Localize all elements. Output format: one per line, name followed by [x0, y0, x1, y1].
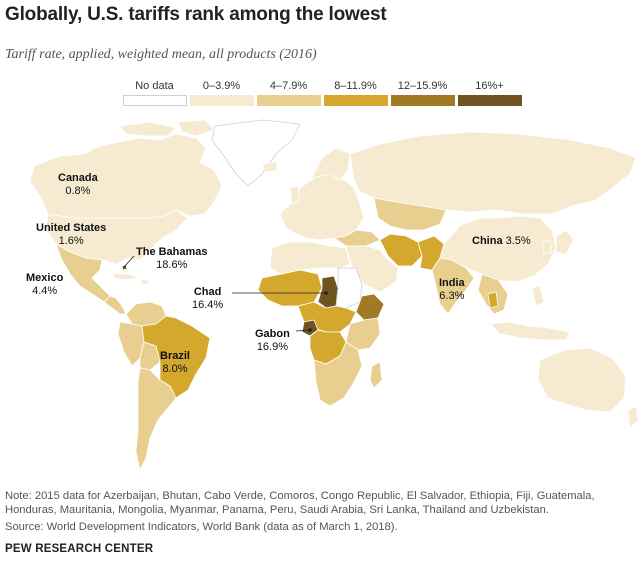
- label-value: 6.3%: [439, 290, 465, 302]
- region-central-asia: [373, 197, 447, 231]
- region-bahamas: [121, 264, 128, 271]
- label-canada: Canada 0.8%: [58, 172, 98, 198]
- label-value: 18.6%: [156, 259, 188, 271]
- region-china: [439, 215, 557, 283]
- region-japan-korea: [541, 229, 575, 255]
- label-bahamas: The Bahamas 18.6%: [136, 246, 208, 272]
- region-uk-iceland: [261, 161, 301, 205]
- source-line: Source: World Development Indicators, Wo…: [5, 521, 398, 533]
- footnote: Note: 2015 data for Azerbaijan, Bhutan, …: [5, 490, 595, 516]
- region-chad: [317, 275, 339, 309]
- label-name: Canada: [58, 172, 98, 184]
- legend-item-12-15.9: 12–15.9%: [389, 79, 456, 106]
- chart-title: Globally, U.S. tariffs rank among the lo…: [5, 4, 387, 25]
- chart-subtitle: Tariff rate, applied, weighted mean, all…: [5, 47, 317, 62]
- region-madagascar: [369, 361, 383, 389]
- region-thailand: [487, 291, 499, 309]
- legend-item-nodata: No data: [121, 79, 188, 106]
- legend-label: 4–7.9%: [269, 80, 308, 92]
- region-philippines: [531, 285, 545, 307]
- legend-item-4-7.9: 4–7.9%: [255, 79, 322, 106]
- legend-swatch: [256, 95, 321, 106]
- label-name: China: [472, 235, 503, 247]
- leader-line-gabon: [295, 329, 311, 332]
- label-value: 0.8%: [65, 185, 91, 197]
- legend-label: 0–3.9%: [202, 80, 241, 92]
- region-southern-cone: [135, 367, 177, 471]
- legend-item-8-11.9: 8–11.9%: [322, 79, 389, 106]
- legend-swatch: [122, 95, 187, 106]
- label-name: India: [439, 277, 465, 289]
- region-europe: [279, 173, 365, 241]
- legend-label: No data: [135, 80, 174, 92]
- label-name: The Bahamas: [136, 246, 208, 258]
- label-value: 8.0%: [162, 363, 188, 375]
- region-australia: [537, 347, 627, 413]
- leader-dot-gabon: [308, 328, 312, 332]
- legend-label: 8–11.9%: [334, 80, 377, 92]
- legend-item-16plus: 16%+: [456, 79, 523, 106]
- leader-line-bahamas: [123, 255, 135, 268]
- label-value: 16.9%: [256, 341, 289, 353]
- label-name: Mexico: [26, 272, 64, 284]
- label-name: Gabon: [255, 328, 290, 340]
- region-caribbean: [111, 273, 151, 285]
- legend-label: 12–15.9%: [397, 80, 448, 92]
- label-value: 3.5%: [505, 235, 531, 247]
- label-india: India 6.3%: [439, 277, 465, 303]
- label-gabon: Gabon 16.9%: [255, 328, 290, 354]
- legend-label: 16%+: [475, 80, 504, 92]
- region-central-america: [103, 295, 127, 315]
- legend-item-0-3.9: 0–3.9%: [188, 79, 255, 106]
- region-indonesia: [489, 321, 571, 341]
- region-new-zealand: [627, 405, 639, 429]
- region-arctic-islands: [119, 119, 215, 137]
- legend-swatch: [323, 95, 388, 106]
- legend-swatch: [189, 95, 254, 106]
- label-name: United States: [36, 222, 107, 234]
- label-name: Chad: [193, 286, 222, 298]
- label-name: Brazil: [160, 350, 190, 362]
- region-north-africa: [269, 241, 351, 275]
- legend: No data 0–3.9% 4–7.9% 8–11.9% 12–15.9% 1…: [121, 79, 523, 106]
- label-value: 16.4%: [192, 299, 224, 311]
- world-map: [29, 119, 639, 471]
- legend-swatch: [457, 95, 522, 106]
- region-mexico: [55, 243, 111, 303]
- region-scandinavia: [311, 147, 351, 181]
- label-brazil: Brazil 8.0%: [160, 350, 190, 376]
- region-sudan: [335, 267, 363, 309]
- legend-swatch: [390, 95, 455, 106]
- region-southern-africa: [313, 341, 363, 407]
- label-china: China 3.5%: [472, 235, 531, 248]
- label-value: 4.4%: [32, 285, 58, 297]
- leader-dot-chad: [324, 291, 328, 295]
- region-greenland: [211, 119, 301, 187]
- label-united-states: United States 1.6%: [36, 222, 106, 248]
- brand-logo-text: PEW RESEARCH CENTER: [5, 543, 154, 555]
- region-west-africa: [257, 269, 323, 307]
- label-chad: Chad 16.4%: [192, 286, 223, 312]
- label-mexico: Mexico 4.4%: [26, 272, 63, 298]
- label-value: 1.6%: [58, 235, 84, 247]
- region-brazil: [141, 315, 211, 399]
